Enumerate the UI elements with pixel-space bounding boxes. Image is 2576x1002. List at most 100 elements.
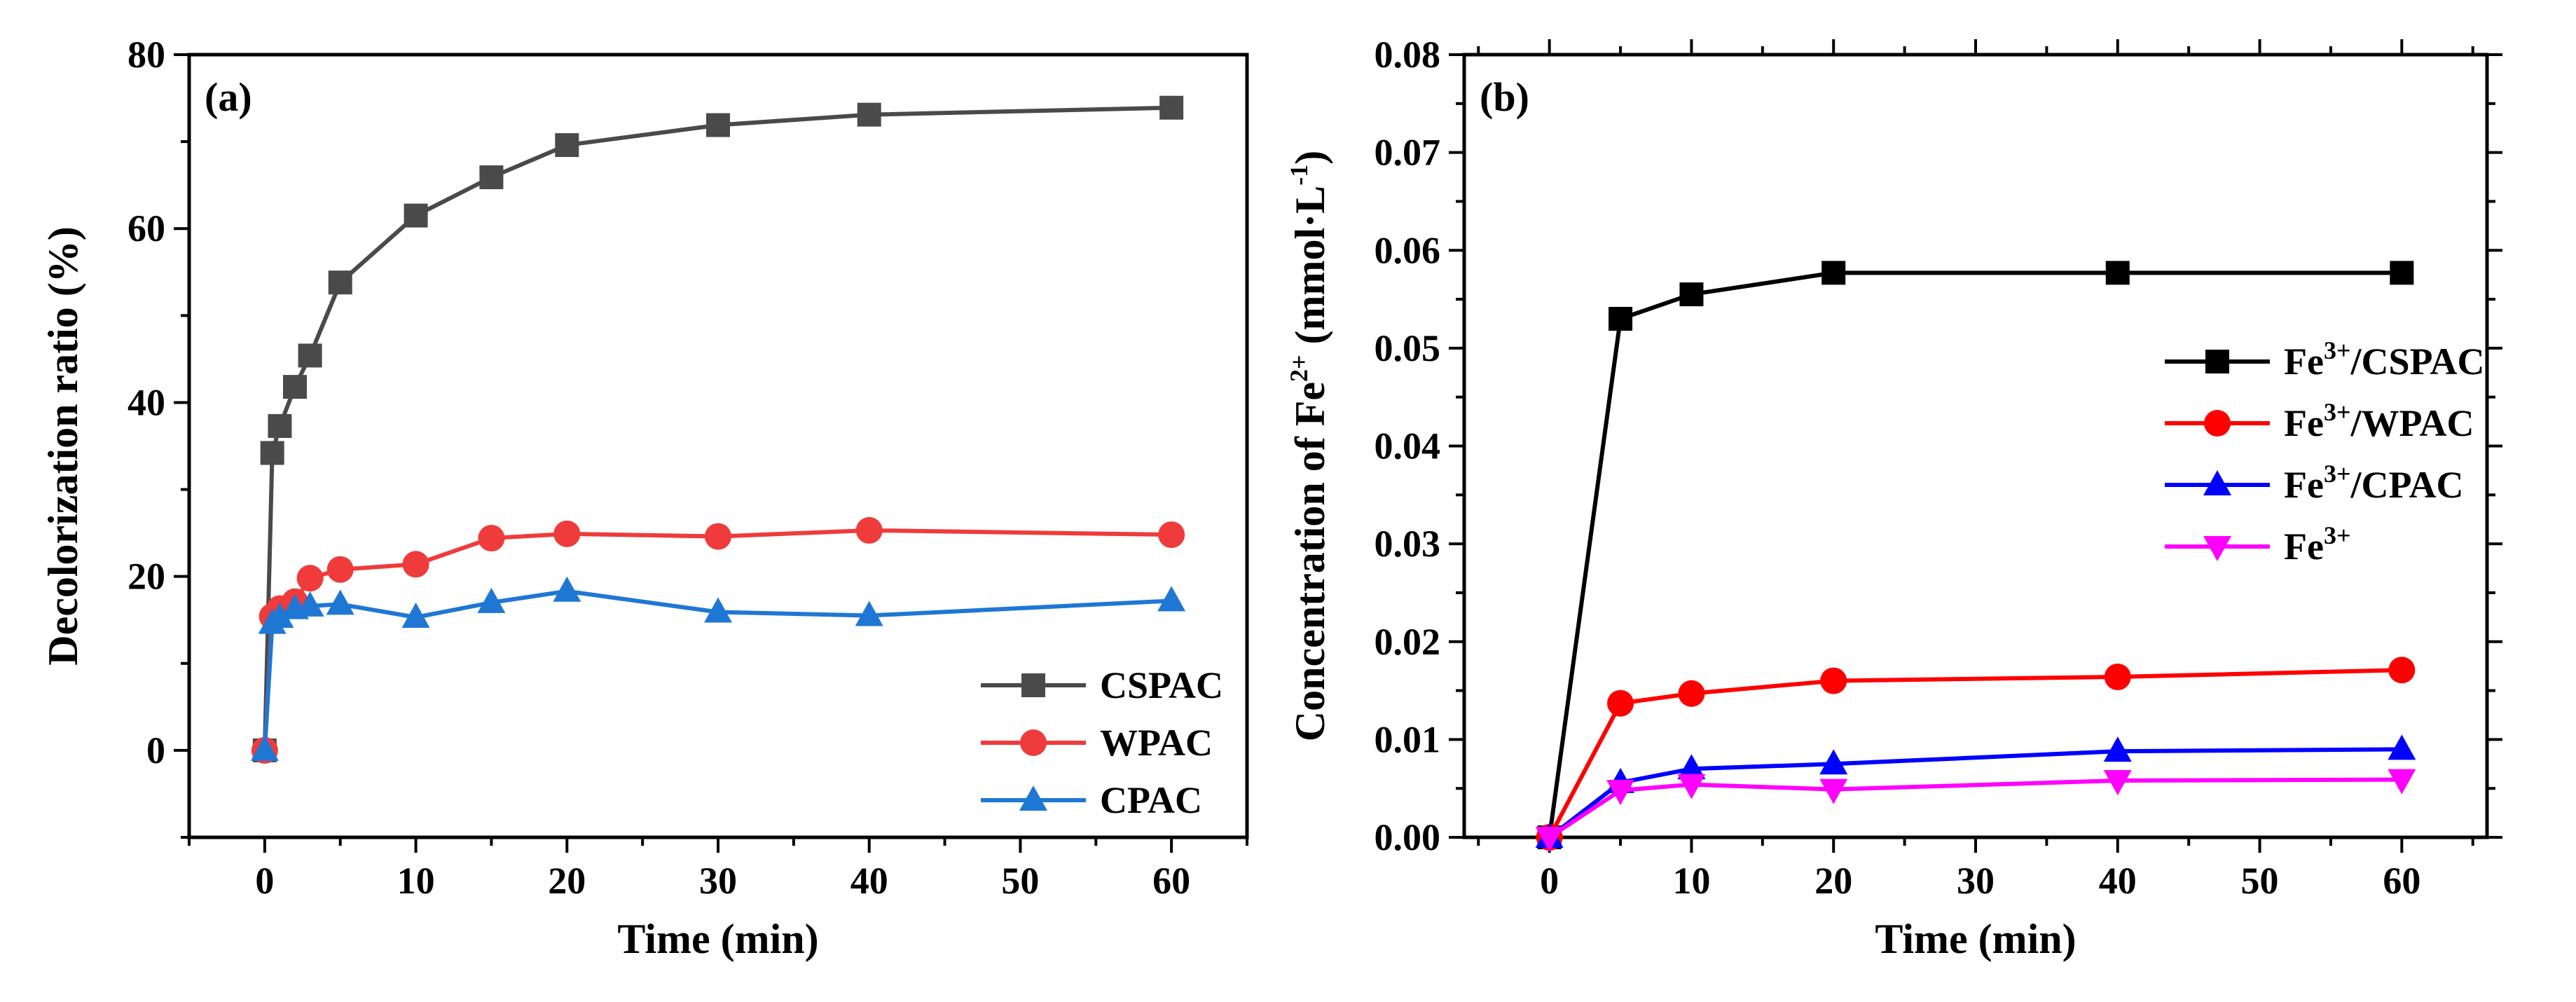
series-0 [252,95,1184,762]
data-point [260,441,284,465]
x-tick-label: 10 [397,860,435,902]
panel-label: (a) [205,74,252,120]
legend-item: WPAC [981,722,1213,764]
series-line [262,528,1172,751]
data-point [2388,657,2416,684]
y-tick-label: 0.00 [1375,816,1441,858]
data-point [1677,774,1706,799]
y-tick-label: 0.01 [1375,718,1441,760]
data-point [855,516,883,544]
series-line [1547,270,2402,838]
series-line [1548,747,2402,839]
series-2 [250,576,1186,761]
series-0 [1537,261,2414,849]
x-tick-label: 30 [1957,860,1995,902]
x-tick-label: 20 [1814,860,1852,902]
data-point [1609,306,1633,331]
data-point [2388,769,2416,795]
series-2 [1535,734,2416,848]
data-point [857,102,881,127]
data-point [1820,667,1847,694]
data-point [1158,521,1185,549]
panel-label: (b) [1480,74,1529,120]
data-point [2104,664,2131,691]
data-point [555,133,579,158]
x-tick-label: 30 [699,860,737,902]
series-1 [251,516,1185,764]
data-point [2388,734,2416,760]
data-point [266,602,294,628]
legend-label: Fe3+/CSPAC [2284,336,2484,383]
y-tick-label: 0.06 [1375,229,1441,271]
data-point [704,597,732,623]
series-3 [1535,769,2416,852]
data-point [477,587,506,613]
x-tick-label: 40 [2099,860,2137,902]
legend: CSPAC WPAC CPAC [981,664,1223,821]
legend-label: WPAC [1100,722,1213,764]
data-point [326,556,354,583]
y-axis-title: Decolorization ratio (%) [40,226,86,665]
y-tick-label: 40 [128,381,165,423]
data-point [328,270,352,295]
y-tick-label: 20 [128,556,165,598]
data-point [1819,778,1848,804]
panel-b-fe2-concentration-chart: 0 10 20 30 40 50 60 0.00 0.01 0.02 0.03 0.04 0.05 0.0… [1285,34,2502,962]
y-tick-label: 0 [146,729,165,771]
data-point [2390,261,2414,285]
legend-label: Fe3+ [2284,521,2350,568]
y-tick-label: 0.07 [1375,132,1441,174]
y-tick-label: 0.05 [1375,327,1441,369]
data-point [1677,754,1706,780]
x-tick-label: 60 [2383,860,2420,902]
x-tick-label: 60 [1152,860,1190,902]
series-line [1548,777,2402,839]
legend-item: Fe3+/WPAC [2165,398,2474,444]
data-point [296,591,324,617]
x-axis-title: Time (min) [617,916,818,962]
data-point [404,203,428,228]
data-point [2103,736,2132,762]
data-point [268,413,292,438]
x-tick-label: 20 [548,860,586,902]
legend-item: Fe3+/CPAC [2165,460,2463,506]
panel-a-decolorization-chart: 0 10 20 30 40 50 60 0 20 40 60 80 Time (min) Decolori… [40,34,1249,962]
legend-item: Fe3+/CSPAC [2165,336,2484,383]
series-line [262,105,1172,750]
legend-item: CSPAC [981,664,1223,706]
legend-label: Fe3+/WPAC [2284,398,2474,444]
legend-item: CPAC [981,779,1202,821]
x-tick-label: 50 [2241,860,2279,902]
legend-marker [2203,470,2231,495]
data-point [479,165,504,189]
data-point [326,589,354,615]
data-point [706,113,730,137]
y-axis-title: Concentration of Fe2+ (mmol·L-1) [1285,151,1333,741]
series-1 [1536,657,2416,851]
x-tick-label: 50 [1001,860,1039,902]
x-tick-label: 0 [255,860,274,902]
data-point [1159,95,1184,120]
data-point [553,576,581,602]
data-point [1607,689,1634,717]
x-tick-label: 0 [1540,860,1559,902]
y-tick-label: 80 [128,34,165,76]
legend-label: CSPAC [1100,664,1223,706]
data-point [1535,827,1564,852]
y-tick-label: 60 [128,207,165,249]
data-point [2103,770,2132,796]
legend: Fe3+/CSPAC Fe3+/WPAC Fe3+/CPAC Fe3+ [2165,336,2484,568]
data-point [2105,261,2130,285]
y-tick-label: 0.03 [1375,523,1441,565]
legend-marker [2203,536,2231,561]
data-point [1157,586,1186,612]
legend-marker [1019,785,1047,811]
x-tick-label: 10 [1672,860,1710,902]
data-point [553,520,581,547]
data-point [401,602,430,628]
data-point [855,600,883,626]
plot-frame [187,53,1249,839]
plot-frame [1462,53,2489,839]
data-point [298,343,322,368]
legend-marker [2205,350,2229,373]
